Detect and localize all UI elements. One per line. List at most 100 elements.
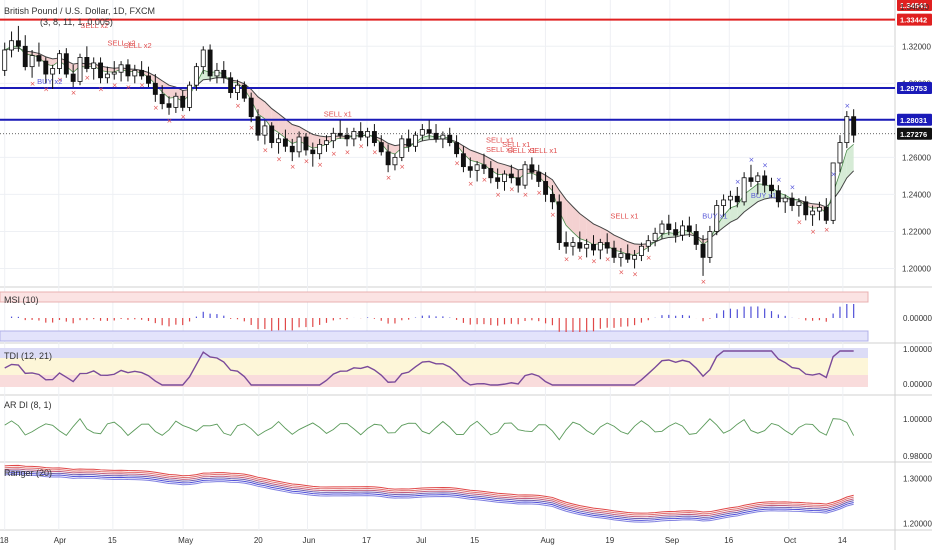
price-tag-label: 1.29753 [900,84,927,93]
signal-label: SELL x2 [107,38,135,47]
candle-body [50,68,56,75]
candle-body [707,231,713,258]
price-tick-label: 1.20000 [902,264,931,273]
cloud-segment [559,190,567,226]
time-tick-label: 18 [0,536,9,545]
candle-body [282,138,288,147]
candle-body [844,116,850,143]
subpane-tick-label: 1.00000 [903,345,932,354]
cloud-segment [627,241,635,256]
time-tick-label: Aug [540,536,554,545]
price-tick-label: 1.32000 [902,42,931,51]
candle-body [755,175,761,182]
cloud-segment [483,155,491,170]
stop-marker: × [591,258,597,266]
stop-marker: × [790,184,796,192]
candle-body [324,140,329,145]
subpane-tick-label: 0.00000 [903,314,932,323]
candle-body [803,201,809,216]
candle-body [166,103,172,108]
candle-body [762,175,768,186]
stop-marker: × [831,171,837,179]
candle-body [419,129,425,136]
msi-pane [0,291,869,342]
price-tick-label: 1.22000 [902,227,931,236]
candle-body [337,132,343,136]
stop-marker: × [303,158,309,166]
price-tag [897,0,932,11]
candle-body [125,64,131,77]
candle-body [673,229,679,236]
candle-body [714,205,720,232]
msi-lower-band [0,330,869,342]
candle-body [317,144,323,155]
candle-body [330,132,336,142]
subpane-tick-label: 1.30000 [903,475,932,484]
stop-marker: × [536,189,542,197]
stop-marker: × [550,211,556,219]
stop-marker: × [824,226,830,234]
candle-body [734,195,740,203]
candle-body [91,62,97,69]
signal-label: SELL x1 [486,136,514,145]
stop-marker: × [577,254,583,262]
time-tick-label: Jul [416,536,426,545]
ardi-label: AR DI (8, 1) [4,400,52,410]
candle-body [823,206,829,221]
stop-marker: × [386,174,392,182]
candle-body [529,164,535,173]
ranger-band-line [4,470,854,520]
candle-body [604,242,610,249]
candle-body [255,116,261,136]
candle-body [563,242,569,247]
candle-body [43,60,49,75]
candle-body [139,69,145,77]
candle-body [29,55,35,68]
ranger-band-line [4,468,854,518]
stop-marker: × [776,176,782,184]
stop-marker: × [276,156,282,164]
signal-label: BUY x1 [751,191,776,200]
candle-body [63,53,69,75]
signal-label: BUY x2 [37,77,62,86]
signal-label: SELL x2 [124,41,152,50]
time-tick-label: 16 [724,536,733,545]
candle-body [693,231,699,245]
cloud-segment [730,205,738,223]
cloud-segment [750,183,758,207]
main-indicator-label: (3, 8, 11, 1, 0.005) [40,17,113,27]
candle-body [632,255,638,260]
symbol-title: British Pound / U.S. Dollar, 1D, FXCM [4,6,155,16]
candle-body [515,177,521,186]
ranger-label: Ranger (20) [4,468,52,478]
candle-body [146,75,151,84]
tdi-lower-zone [0,375,868,387]
signal-label: SELL x1 [529,146,557,155]
candle-body [262,125,268,136]
candle-body [481,164,487,169]
candle-body [549,194,555,203]
signal-label: SELL x1 [502,140,530,149]
horizontal-levels[interactable] [0,18,895,135]
cloud-segment [572,206,580,239]
trend-cloud [4,45,855,256]
time-tick-label: 20 [254,536,263,545]
msi-upper-band [0,291,869,303]
cloud-segment [757,183,765,202]
stop-marker: × [564,256,570,264]
candle-body [152,82,158,95]
cloud-segment [470,150,478,163]
subpane-tick-label: 0.98000 [903,452,932,461]
cloud-segment [285,119,293,144]
candle-body [625,253,631,260]
candle-body [830,162,836,221]
cloud-segment [497,162,505,175]
time-tick-label: 14 [838,536,847,545]
time-tick-label: Jun [303,536,316,545]
time-tick-label: 15 [108,536,117,545]
price-tag-label: 1.33442 [900,16,927,25]
stop-markers: × × × × × × × × × × × × × × × × × × × × × × × × × × × × × × × × × × × × × × × ×… [30,74,851,286]
stop-marker: × [605,256,611,264]
